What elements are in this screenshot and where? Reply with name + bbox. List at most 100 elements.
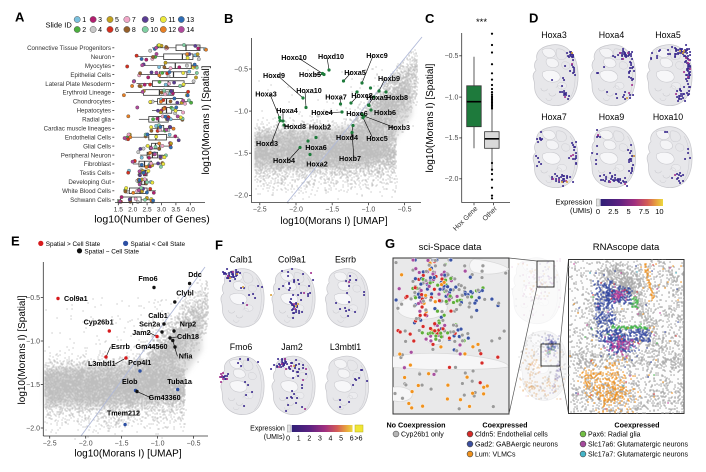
svg-text:7.5: 7.5: [639, 207, 649, 216]
svg-text:Hoxb5: Hoxb5: [299, 70, 321, 79]
svg-text:Esrrb: Esrrb: [335, 255, 356, 265]
svg-text:Gm43360: Gm43360: [149, 393, 181, 402]
svg-text:Hoxc5: Hoxc5: [366, 134, 388, 143]
svg-text:Hoxa9: Hoxa9: [599, 112, 625, 122]
svg-text:Coexpressed: Coexpressed: [614, 421, 659, 430]
svg-text:Hoxd10: Hoxd10: [318, 52, 344, 61]
svg-text:RNAscope data: RNAscope data: [593, 242, 660, 253]
svg-text:Cyp26b1 only: Cyp26b1 only: [401, 432, 444, 439]
svg-text:−2.0: −2.0: [79, 441, 93, 448]
svg-text:−0.5: −0.5: [445, 53, 459, 60]
svg-text:sci-Space data: sci-Space data: [419, 242, 483, 253]
svg-text:Fmo6: Fmo6: [230, 342, 253, 352]
svg-text:Testis Cells: Testis Cells: [80, 170, 111, 177]
svg-text:L3mbtl1: L3mbtl1: [88, 359, 116, 368]
svg-text:−1.0: −1.0: [26, 338, 40, 345]
svg-text:Cdh18: Cdh18: [177, 332, 199, 341]
svg-text:Hoxd3: Hoxd3: [256, 139, 278, 148]
svg-text:Clybl: Clybl: [176, 289, 194, 298]
svg-text:3.5: 3.5: [171, 207, 180, 214]
svg-text:Tuba1a: Tuba1a: [167, 377, 193, 386]
svg-text:Developing Gut: Developing Gut: [68, 179, 111, 186]
svg-text:−2.0: −2.0: [289, 207, 303, 214]
svg-text:Hoxa10: Hoxa10: [653, 112, 683, 122]
svg-text:Hoxa5: Hoxa5: [344, 68, 366, 77]
svg-text:−2.5: −2.5: [43, 441, 57, 448]
svg-text:−1.5: −1.5: [26, 382, 40, 389]
svg-text:Gm44560: Gm44560: [136, 342, 168, 351]
svg-text:Hoxa9: Hoxa9: [366, 93, 388, 102]
svg-text:Slide ID: Slide ID: [46, 21, 73, 30]
svg-text:Hoxa4: Hoxa4: [276, 106, 298, 115]
svg-text:Spatial > Cell State: Spatial > Cell State: [46, 241, 101, 248]
svg-text:Gad2: GABAergic neurons: Gad2: GABAergic neurons: [475, 442, 558, 449]
svg-text:B: B: [224, 11, 233, 26]
svg-text:5: 5: [115, 17, 119, 24]
svg-text:1: 1: [82, 17, 86, 24]
svg-text:Connective Tissue Progenitors: Connective Tissue Progenitors: [27, 45, 111, 52]
svg-text:Coexpressed: Coexpressed: [482, 421, 527, 430]
svg-text:−1.0: −1.0: [151, 441, 165, 448]
svg-text:2.5: 2.5: [608, 207, 618, 216]
svg-text:Pax6: Radial glia: Pax6: Radial glia: [588, 432, 641, 439]
svg-text:Cldn5: Endothelial cells: Cldn5: Endothelial cells: [475, 432, 548, 439]
svg-text:Hoxa7: Hoxa7: [325, 93, 347, 102]
svg-text:Hoxb6: Hoxb6: [374, 108, 396, 117]
svg-text:Nfia: Nfia: [179, 352, 194, 361]
svg-text:Hoxd9: Hoxd9: [263, 71, 285, 80]
svg-text:Esrrb: Esrrb: [111, 342, 130, 351]
svg-text:−2.0: −2.0: [445, 176, 459, 183]
svg-text:Spatial ~ Cell State: Spatial ~ Cell State: [84, 248, 139, 255]
svg-text:Hoxb7: Hoxb7: [339, 154, 361, 163]
svg-text:−1.5: −1.5: [234, 151, 248, 158]
svg-text:Myocytes: Myocytes: [85, 63, 111, 70]
svg-text:Hoxb3: Hoxb3: [388, 123, 410, 132]
svg-text:0: 0: [596, 207, 600, 216]
svg-text:Hoxa3: Hoxa3: [255, 90, 277, 99]
svg-text:Slc17a6: Glutamatergic neurons: Slc17a6: Glutamatergic neurons: [588, 442, 688, 449]
svg-text:1.5: 1.5: [114, 207, 123, 214]
svg-text:L3mbtl1: L3mbtl1: [330, 342, 361, 352]
svg-text:−1.5: −1.5: [325, 207, 339, 214]
svg-text:Slc17a7: Glutamatergic neurons: Slc17a7: Glutamatergic neurons: [588, 452, 688, 459]
svg-text:−0.5: −0.5: [398, 207, 412, 214]
svg-text:White Blood Cells: White Blood Cells: [62, 188, 111, 195]
svg-text:−1.0: −1.0: [234, 108, 248, 115]
svg-text:>6: >6: [355, 435, 363, 442]
svg-text:Hoxb9: Hoxb9: [378, 74, 400, 83]
svg-text:log10(Morans I) [Spatial]: log10(Morans I) [Spatial]: [17, 295, 28, 404]
svg-text:−1.0: −1.0: [361, 207, 375, 214]
svg-text:Chondrocytes: Chondrocytes: [73, 99, 111, 106]
svg-text:Pcp4l1: Pcp4l1: [128, 358, 151, 367]
svg-text:10: 10: [655, 207, 663, 216]
svg-text:Nrp2: Nrp2: [180, 320, 196, 329]
svg-text:1: 1: [297, 435, 301, 442]
svg-text:Erythroid Lineage: Erythroid Lineage: [63, 90, 112, 97]
svg-text:Hoxc9: Hoxc9: [366, 51, 388, 60]
svg-text:No Coexpression: No Coexpression: [386, 421, 445, 430]
svg-text:2.0: 2.0: [128, 207, 137, 214]
svg-text:Tmem212: Tmem212: [107, 409, 140, 418]
svg-text:log10(Number of Genes): log10(Number of Genes): [94, 214, 210, 226]
svg-text:F: F: [215, 238, 223, 253]
svg-text:10: 10: [150, 27, 158, 34]
svg-text:Jam2: Jam2: [281, 342, 303, 352]
svg-text:Hoxd8: Hoxd8: [284, 122, 306, 131]
svg-text:(UMIs): (UMIs): [570, 206, 593, 215]
svg-text:Hoxa10: Hoxa10: [296, 86, 322, 95]
svg-text:Ddc: Ddc: [188, 270, 202, 279]
svg-text:Hoxc6: Hoxc6: [346, 109, 368, 118]
svg-text:Hoxc10: Hoxc10: [281, 53, 307, 62]
svg-text:E: E: [11, 234, 20, 249]
svg-text:Epithelial Cells: Epithelial Cells: [70, 72, 111, 79]
svg-text:0: 0: [286, 435, 290, 442]
svg-text:Hoxb2: Hoxb2: [309, 123, 331, 132]
svg-text:Hoxa4: Hoxa4: [599, 30, 625, 40]
svg-text:−0.5: −0.5: [234, 66, 248, 73]
svg-text:6: 6: [115, 27, 119, 34]
svg-text:2: 2: [82, 27, 86, 34]
svg-text:Hoxa7: Hoxa7: [541, 112, 567, 122]
svg-text:Hoxb4: Hoxb4: [273, 156, 295, 165]
svg-text:Fibroblast: Fibroblast: [84, 161, 111, 168]
svg-text:log10(Morans I) [UMAP]: log10(Morans I) [UMAP]: [74, 449, 181, 460]
